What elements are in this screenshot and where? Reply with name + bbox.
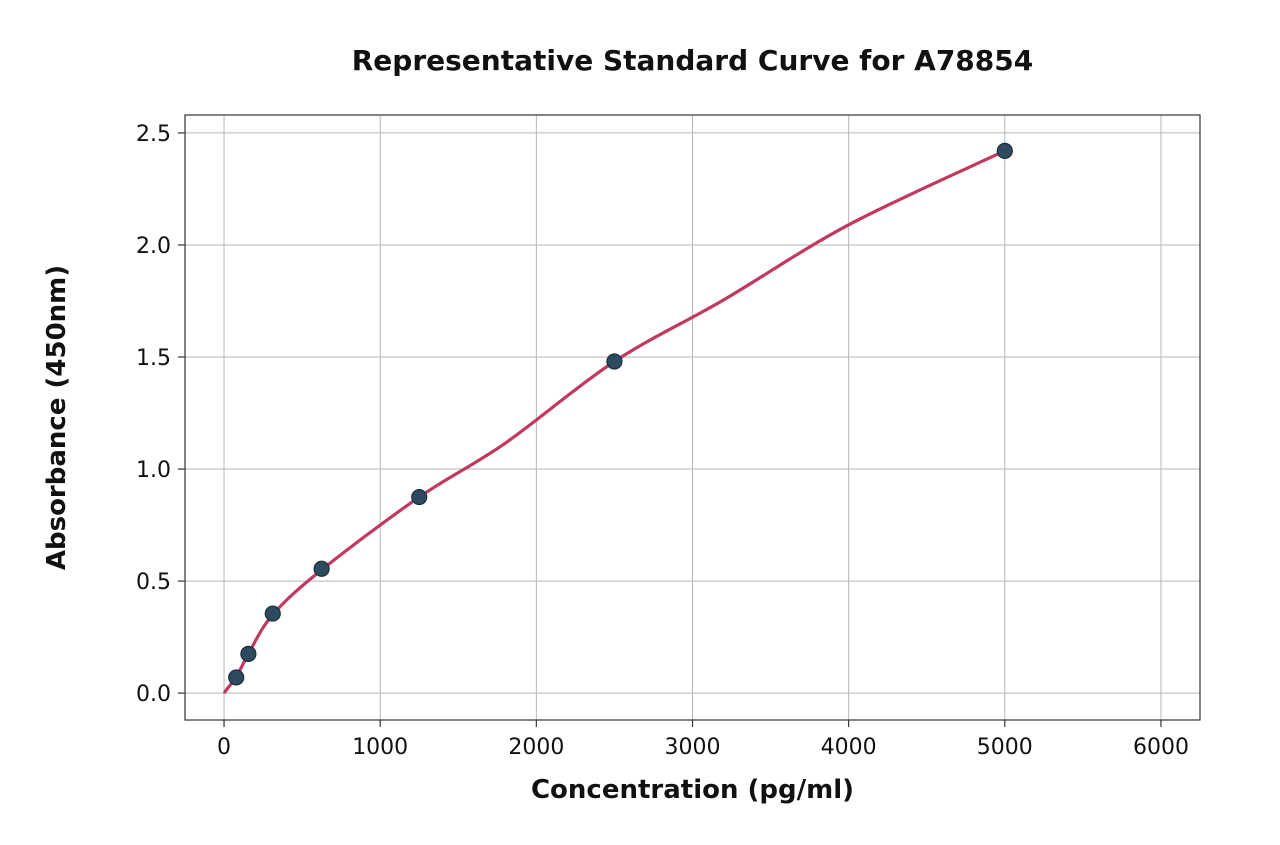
x-tick-label: 4000 [821, 735, 877, 760]
y-tick-label: 0.5 [136, 570, 171, 595]
data-point [265, 606, 280, 621]
data-point [607, 354, 622, 369]
chart-bg [0, 0, 1280, 845]
chart-container: 0 1000 2000 3000 4000 5000 6000 0.0 0.5 1.0 1.5 2.0… [0, 0, 1280, 845]
y-tick-label: 0.0 [136, 682, 171, 707]
data-point [412, 490, 427, 505]
standard-curve-chart: 0 1000 2000 3000 4000 5000 6000 0.0 0.5 1.0 1.5 2.0… [0, 0, 1280, 845]
chart-title: Representative Standard Curve for A78854 [352, 44, 1034, 77]
y-tick-label: 2.5 [136, 122, 171, 147]
data-point [997, 143, 1012, 158]
data-point [229, 670, 244, 685]
data-point [241, 646, 256, 661]
data-point [314, 561, 329, 576]
x-tick-label: 1000 [352, 735, 408, 760]
x-tick-label: 3000 [665, 735, 721, 760]
y-tick-label: 1.5 [136, 346, 171, 371]
x-tick-label: 5000 [977, 735, 1033, 760]
x-tick-label: 2000 [508, 735, 564, 760]
y-axis-label: Absorbance (450nm) [42, 265, 72, 570]
x-axis-label: Concentration (pg/ml) [531, 775, 854, 805]
y-tick-label: 2.0 [136, 234, 171, 259]
x-tick-label: 6000 [1133, 735, 1189, 760]
y-tick-label: 1.0 [136, 458, 171, 483]
x-tick-label: 0 [217, 735, 231, 760]
